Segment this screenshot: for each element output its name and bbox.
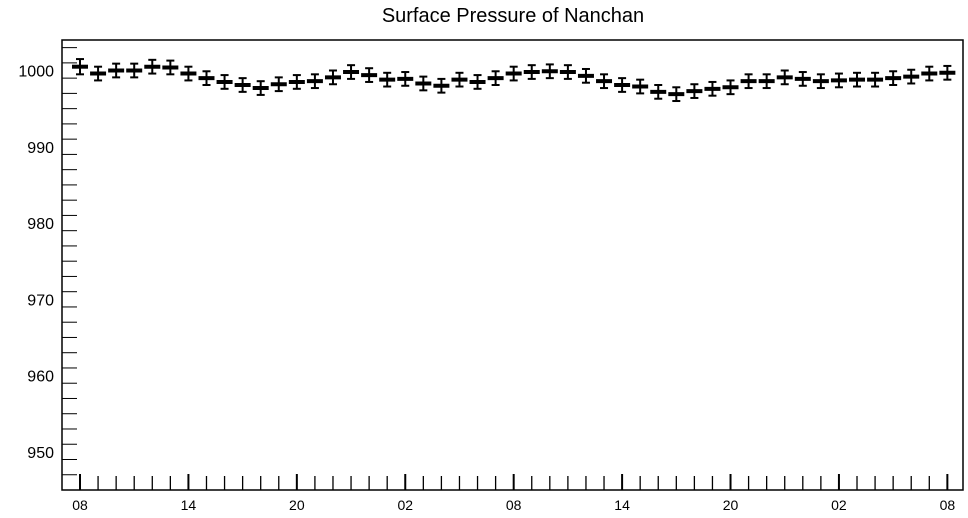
y-tick-label: 990 xyxy=(27,140,54,157)
data-point xyxy=(686,83,703,99)
x-tick-label: 08 xyxy=(940,497,956,513)
data-point xyxy=(577,67,594,84)
y-tick-label: 1000 xyxy=(18,64,54,81)
data-point xyxy=(776,69,793,86)
y-tick-label: 980 xyxy=(27,216,54,233)
data-point xyxy=(559,64,576,80)
data-point xyxy=(306,73,323,90)
data-point xyxy=(451,71,468,88)
x-tick-label: 14 xyxy=(181,497,197,513)
data-point xyxy=(288,74,305,90)
data-point xyxy=(126,62,143,79)
data-series xyxy=(72,58,956,103)
x-tick-label: 02 xyxy=(831,497,847,513)
y-tick-label: 950 xyxy=(27,445,54,462)
x-axis: 08 14 20 02 08 14 20 02 08 xyxy=(72,474,955,513)
data-point xyxy=(849,71,866,88)
data-point xyxy=(614,77,631,93)
data-point xyxy=(379,71,396,88)
data-point xyxy=(198,70,215,86)
data-point xyxy=(939,64,956,81)
x-tick-label: 20 xyxy=(289,497,305,513)
y-tick-label: 960 xyxy=(27,369,54,386)
y-tick-label: 970 xyxy=(27,292,54,309)
data-point xyxy=(415,75,432,92)
data-point xyxy=(867,71,884,88)
data-point xyxy=(108,62,125,79)
data-point xyxy=(90,65,107,82)
data-point xyxy=(469,74,486,90)
data-point xyxy=(252,80,269,96)
data-point xyxy=(505,65,522,82)
x-tick-label: 02 xyxy=(397,497,413,513)
data-point xyxy=(144,58,161,75)
data-point xyxy=(903,68,920,85)
data-point xyxy=(596,73,613,90)
data-point xyxy=(397,71,414,87)
data-point xyxy=(650,84,667,100)
data-point xyxy=(722,79,739,96)
x-tick-label: 08 xyxy=(72,497,88,513)
data-point xyxy=(487,70,504,86)
chart-title: Surface Pressure of Nanchan xyxy=(382,5,644,27)
data-point xyxy=(541,63,558,80)
data-point xyxy=(270,76,287,93)
y-axis: 950 960 970 980 990 1000 xyxy=(18,47,77,491)
x-tick-label: 20 xyxy=(723,497,739,513)
data-point xyxy=(921,65,938,82)
plot-frame xyxy=(61,39,964,491)
data-point xyxy=(180,65,197,82)
data-point xyxy=(324,69,341,86)
data-point xyxy=(162,59,179,76)
data-point xyxy=(632,78,649,95)
x-tick-label: 14 xyxy=(614,497,630,513)
data-point xyxy=(216,74,233,90)
data-point xyxy=(234,77,251,93)
data-point xyxy=(523,64,540,80)
data-point xyxy=(343,64,360,80)
data-point xyxy=(794,71,811,87)
data-point xyxy=(885,70,902,86)
data-point xyxy=(812,73,829,90)
data-point xyxy=(361,67,378,83)
data-point xyxy=(433,77,450,94)
data-point xyxy=(704,80,721,97)
data-point xyxy=(668,86,685,103)
x-tick-label: 08 xyxy=(506,497,522,513)
data-point xyxy=(740,73,757,90)
data-point xyxy=(758,73,775,90)
data-point xyxy=(72,58,88,76)
data-point xyxy=(830,72,847,89)
